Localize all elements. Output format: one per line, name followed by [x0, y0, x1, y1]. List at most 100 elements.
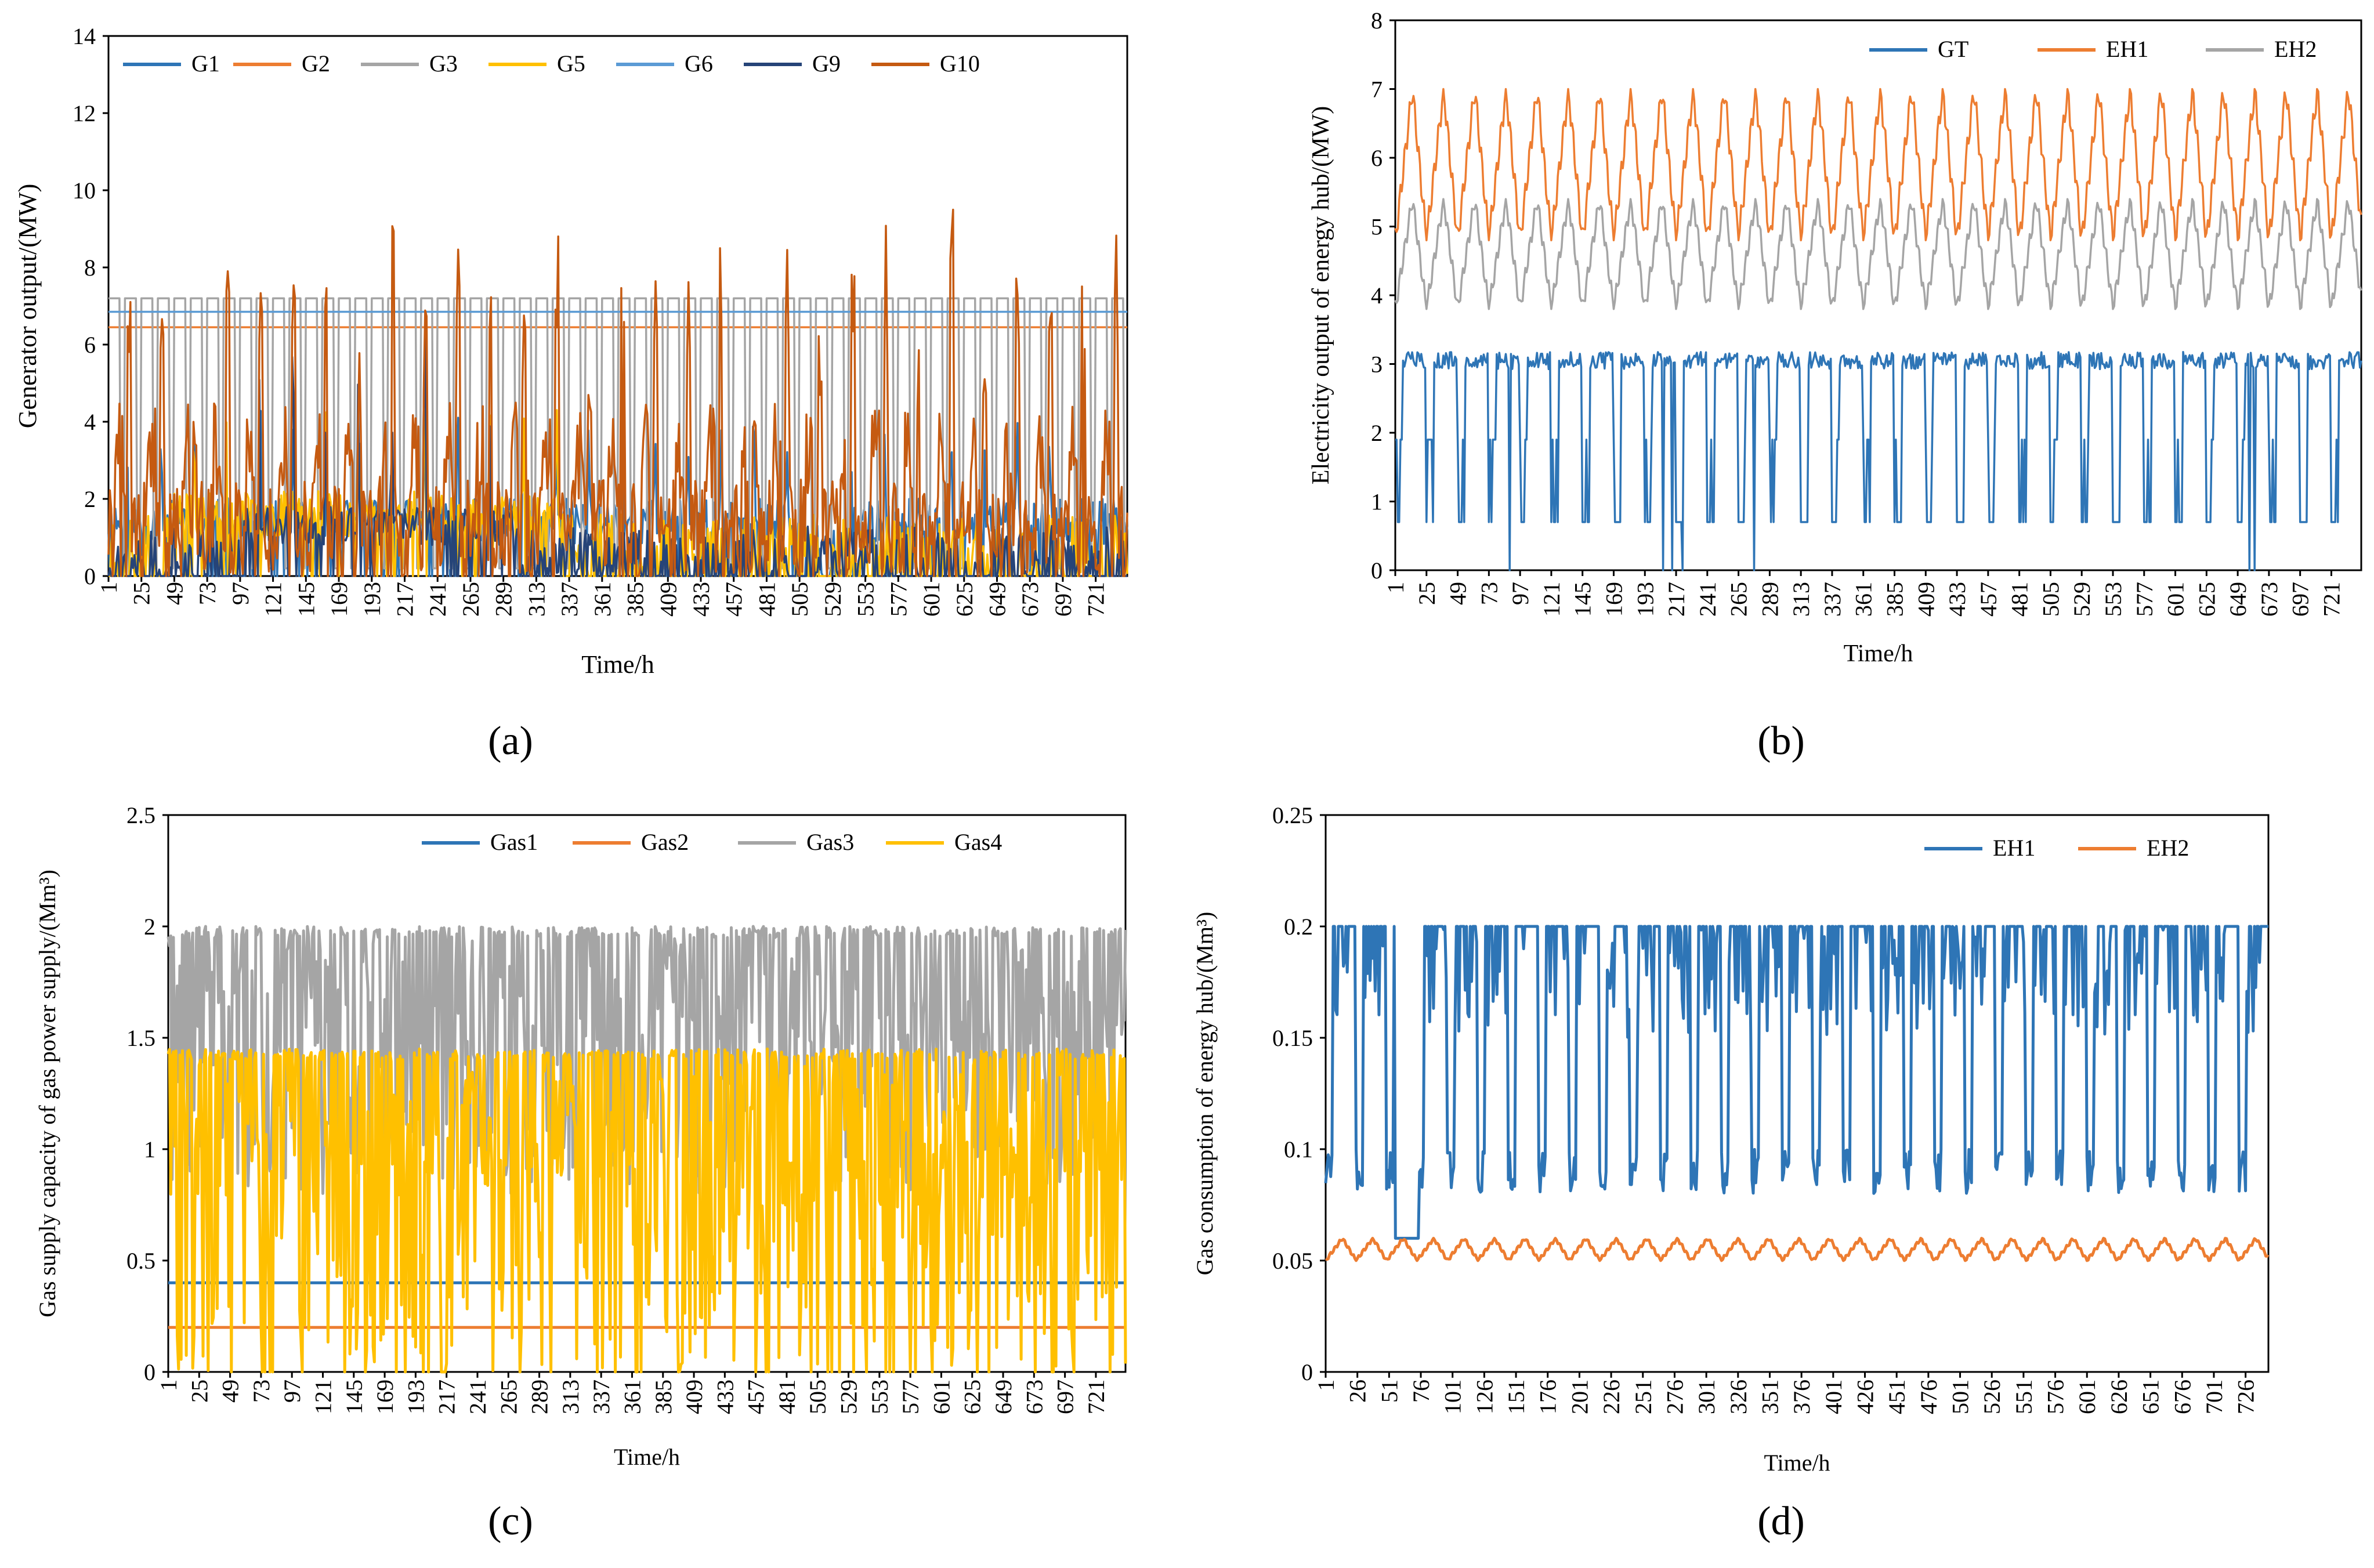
legend-label-gas4: Gas4	[954, 829, 1002, 855]
legend-label-gas3: Gas3	[806, 829, 854, 855]
x-tick-label: 676	[2169, 1379, 2195, 1414]
x-tick-label: 601	[2074, 1379, 2100, 1414]
legend-label-gas2: Gas2	[641, 829, 689, 855]
y-tick-label: 10	[73, 178, 96, 204]
x-tick-label: 481	[2007, 582, 2033, 617]
x-tick-label: 217	[434, 1379, 460, 1414]
legend-label-g2: G2	[302, 50, 330, 77]
y-tick-label: 3	[1371, 352, 1383, 378]
panel-d: 00.050.10.150.20.251 26 51 76 101 126 151 176 20…	[1192, 802, 2270, 1544]
x-tick-label: 289	[1757, 582, 1783, 617]
legend-label-gt: GT	[1938, 36, 1968, 62]
x-tick-label: 1	[96, 582, 122, 593]
x-tick-label: 301	[1693, 1379, 1720, 1414]
y-tick-label: 2	[1371, 420, 1383, 446]
y-axis-label: Generator output/(MW)	[13, 184, 42, 429]
x-tick-label: 501	[1948, 1379, 1974, 1414]
series-line-eh1	[1394, 88, 2362, 241]
y-tick-label: 1	[1371, 489, 1383, 515]
x-tick-label: 376	[1789, 1379, 1815, 1414]
series-line-gas4	[167, 1047, 1127, 1374]
y-tick-label: 0.05	[1272, 1248, 1313, 1274]
x-tick-label: 457	[743, 1379, 769, 1414]
x-tick-label: 697	[1050, 582, 1076, 617]
plot-area-frame	[1324, 814, 2270, 1373]
legend-label-g1: G1	[191, 50, 220, 77]
x-tick-label: 226	[1598, 1379, 1624, 1414]
x-tick-label: 451	[1884, 1379, 1910, 1414]
y-tick-label: 1	[144, 1136, 155, 1163]
x-tick-label: 217	[392, 582, 418, 617]
panel-caption: (a)	[488, 719, 533, 763]
legend-label-g3: G3	[429, 50, 458, 77]
x-tick-label: 481	[754, 582, 780, 617]
x-tick-label: 313	[1788, 582, 1814, 617]
x-tick-label: 313	[558, 1379, 584, 1414]
y-axis-label: Gas supply capacity of gas power supply/…	[34, 870, 60, 1317]
x-tick-label: 176	[1535, 1379, 1561, 1414]
x-tick-label: 49	[1445, 582, 1471, 605]
series-line-g3	[108, 297, 1127, 570]
x-tick-label: 121	[1539, 582, 1565, 617]
x-tick-label: 553	[853, 582, 879, 617]
x-tick-label: 553	[2100, 582, 2126, 617]
x-tick-label: 433	[688, 582, 714, 617]
x-tick-label: 409	[681, 1379, 707, 1414]
x-tick-label: 73	[248, 1379, 274, 1403]
y-axis-label: Gas consumption of energy hub/(Mm³)	[1192, 912, 1218, 1276]
x-tick-label: 649	[990, 1379, 1016, 1414]
x-tick-label: 529	[820, 582, 846, 617]
x-tick-label: 337	[556, 582, 582, 617]
x-axis-label: Time/h	[1764, 1450, 1830, 1476]
x-tick-label: 721	[1083, 582, 1109, 617]
panel-caption: (b)	[1757, 719, 1805, 763]
x-tick-label: 289	[527, 1379, 553, 1414]
x-tick-label: 201	[1566, 1379, 1593, 1414]
x-tick-label: 649	[984, 582, 1010, 617]
series-line-eh1	[1324, 925, 2269, 1240]
x-tick-label: 697	[2288, 582, 2314, 617]
x-tick-label: 401	[1821, 1379, 1847, 1414]
x-tick-label: 361	[589, 582, 616, 617]
panel-caption: (d)	[1757, 1499, 1805, 1544]
x-tick-label: 1	[1383, 582, 1409, 593]
x-tick-label: 625	[951, 582, 978, 617]
x-tick-label: 25	[129, 582, 155, 605]
y-tick-label: 1.5	[126, 1025, 155, 1051]
x-tick-label: 193	[403, 1379, 429, 1414]
y-tick-label: 7	[1371, 77, 1383, 103]
x-tick-label: 145	[341, 1379, 367, 1414]
series-line-eh2	[1394, 198, 2362, 310]
legend-label-g6: G6	[685, 50, 713, 77]
x-tick-label: 169	[372, 1379, 398, 1414]
x-axis-label: Time/h	[581, 650, 654, 679]
x-tick-label: 217	[1663, 582, 1689, 617]
x-tick-label: 457	[721, 582, 747, 617]
series-line-gas3	[167, 925, 1127, 1195]
x-tick-label: 577	[898, 1379, 924, 1414]
x-tick-label: 385	[1882, 582, 1908, 617]
x-tick-label: 241	[425, 582, 451, 617]
y-tick-label: 0	[144, 1359, 155, 1385]
x-tick-label: 276	[1662, 1379, 1688, 1414]
y-tick-label: 2	[84, 486, 96, 512]
x-tick-label: 481	[774, 1379, 800, 1414]
x-tick-label: 457	[1975, 582, 2002, 617]
x-tick-label: 601	[918, 582, 944, 617]
y-tick-label: 0	[84, 563, 96, 589]
y-tick-label: 4	[1371, 283, 1383, 309]
x-tick-label: 626	[2106, 1379, 2132, 1414]
x-tick-label: 721	[1083, 1379, 1109, 1414]
legend-label-eh1: EH1	[1993, 835, 2035, 861]
x-tick-label: 97	[227, 582, 254, 605]
y-tick-label: 0.5	[126, 1248, 155, 1274]
x-tick-label: 121	[310, 1379, 336, 1414]
x-tick-label: 337	[1819, 582, 1845, 617]
x-tick-label: 193	[1632, 582, 1658, 617]
panel-c: 00.511.522.51 25 49 73 97 121 145 169 193 217 241 2…	[34, 802, 1127, 1544]
x-tick-label: 701	[2201, 1379, 2227, 1414]
x-tick-label: 241	[465, 1379, 491, 1414]
x-tick-label: 721	[2318, 582, 2344, 617]
